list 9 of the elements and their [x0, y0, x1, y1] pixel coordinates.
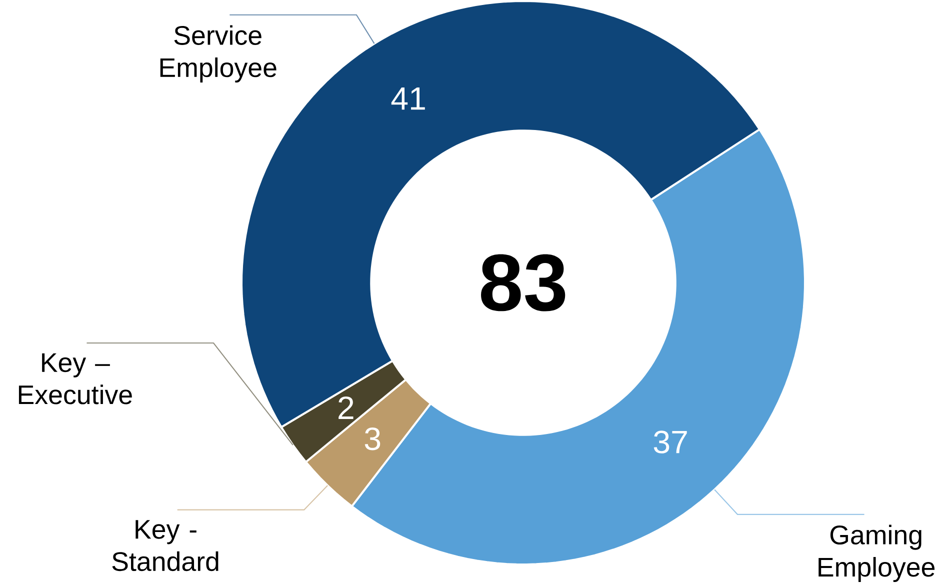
data-label: 37 — [654, 430, 687, 454]
data-label: 2 — [338, 396, 354, 420]
slice-label: Gaming Employee — [818, 525, 935, 582]
data-label: 41 — [391, 88, 425, 110]
slice-label: Service Employee — [160, 26, 276, 83]
slice-label: Key - Standard — [112, 520, 218, 572]
text: 83 — [481, 254, 566, 312]
data-label: 3 — [364, 428, 380, 450]
slice-label: Key – Executive — [18, 354, 132, 405]
